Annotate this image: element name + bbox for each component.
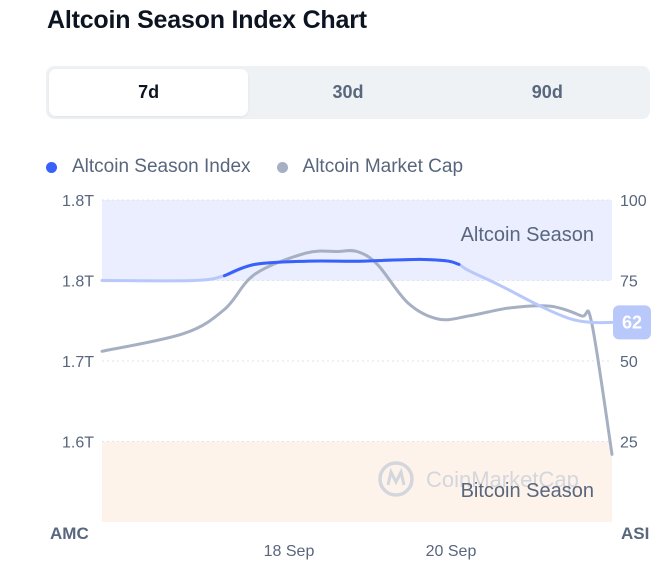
watermark-text: CoinMarketCap xyxy=(426,467,579,492)
timeframe-tabs: 7d 30d 90d xyxy=(46,66,650,119)
cmc-logo-icon xyxy=(378,461,414,497)
tab-7d[interactable]: 7d xyxy=(49,69,249,116)
badge-value: 62 xyxy=(622,312,642,332)
chart-legend: Altcoin Season Index Altcoin Market Cap xyxy=(46,156,489,178)
right-tick-label: 50 xyxy=(620,354,638,371)
series-line-amc xyxy=(100,249,614,456)
left-tick-label: 1.6T xyxy=(62,435,94,452)
bitcoin-season-band xyxy=(102,441,612,522)
legend-dot-icon xyxy=(276,161,288,173)
tab-30d[interactable]: 30d xyxy=(332,82,364,102)
x-tick-label: 18 Sep xyxy=(264,543,315,560)
badge-background xyxy=(613,305,651,340)
coinmarketcap-watermark: CoinMarketCap xyxy=(378,461,579,497)
right-axis-name: ASI xyxy=(621,524,649,543)
legend-label: Altcoin Market Cap xyxy=(302,156,464,177)
right-tick-label: 25 xyxy=(620,435,638,452)
right-tick-label: 75 xyxy=(620,274,638,291)
last-value-badge: 62 xyxy=(613,305,651,340)
legend-label: Altcoin Season Index xyxy=(72,156,251,177)
series-line-asi-highlight xyxy=(222,257,461,278)
left-tick-label: 1.7T xyxy=(62,354,94,371)
right-tick-label: 100 xyxy=(620,193,647,210)
tab-90d[interactable]: 90d xyxy=(531,82,563,102)
altcoin-season-label: Altcoin Season xyxy=(461,224,594,246)
page-title: Altcoin Season Index Chart xyxy=(47,6,367,34)
bitcoin-season-label: Bitcoin Season xyxy=(461,480,594,502)
x-tick-label: 20 Sep xyxy=(426,543,477,560)
altcoin-season-band xyxy=(102,200,612,281)
left-tick-label: 1.8T xyxy=(62,193,94,210)
left-tick-label: 1.8T xyxy=(62,274,94,291)
legend-item-asi[interactable]: Altcoin Season Index xyxy=(46,156,251,178)
left-axis-name: AMC xyxy=(50,524,89,543)
legend-item-amc[interactable]: Altcoin Market Cap xyxy=(276,156,464,178)
legend-dot-icon xyxy=(46,161,57,173)
cmc-logo-mark-icon xyxy=(386,467,406,486)
